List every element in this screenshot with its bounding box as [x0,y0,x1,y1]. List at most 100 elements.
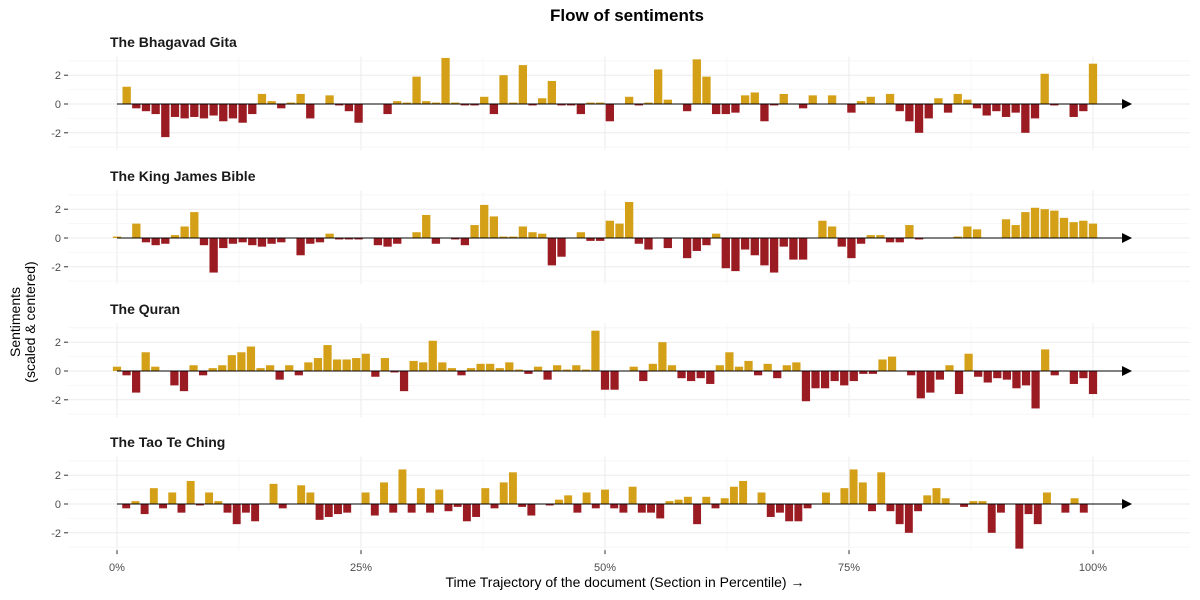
bar [431,238,441,244]
bar [1050,104,1059,106]
bar [600,371,610,390]
bar [644,102,653,104]
bar [267,238,276,244]
bar [586,238,595,241]
bar [306,104,315,119]
bar [315,238,325,243]
bar [256,368,265,371]
bar [180,226,189,238]
bar [706,371,715,384]
bar [847,104,856,113]
bar [996,504,1005,513]
bar [801,371,811,402]
y-axis-label-line-2: (scaled & centered) [22,261,38,382]
bar [818,220,827,238]
bar [219,238,228,249]
bar [480,204,489,238]
bar [615,223,624,238]
bar [586,102,595,104]
bar [924,104,933,119]
bar [447,368,457,371]
bar [1021,104,1030,133]
bar [887,356,897,371]
bar [553,365,562,371]
bar [495,368,504,371]
bar [978,501,987,504]
bar [972,104,982,109]
bar [1021,371,1031,386]
bar [634,104,643,106]
bar [161,104,170,138]
bar [407,504,416,513]
bar [969,501,978,504]
bar [190,212,199,238]
bar [573,504,582,513]
bar [721,238,730,269]
bar [907,371,916,376]
bar [267,101,276,104]
bar [582,492,591,504]
bar [508,472,517,504]
bar [711,104,721,115]
bar [760,238,769,266]
bar [412,232,421,238]
bar [304,362,313,371]
bar [711,504,720,509]
bar [725,352,734,371]
bar [769,104,779,106]
bar [576,104,585,115]
bar [390,371,399,373]
bar [628,486,637,504]
bar [499,236,508,238]
bar [692,59,701,104]
bar [248,238,257,246]
bar [168,492,177,504]
bar [248,104,257,115]
y-tick-label: 2 [55,337,61,349]
bar [238,104,247,123]
bar [683,496,692,504]
bar [195,504,204,506]
bar [876,235,885,238]
bar [658,342,667,371]
bar [886,504,895,512]
bar [528,232,537,238]
bar [827,226,837,238]
bar [596,102,605,104]
bar [218,365,227,371]
bar [518,226,528,238]
bar [1079,504,1088,513]
bar [601,489,609,504]
bar [750,92,759,104]
bar [186,480,195,504]
bar [885,238,895,243]
bar [581,369,590,371]
bar [596,238,605,241]
bar [837,238,846,247]
bar [538,233,547,238]
bar [960,504,969,507]
bar [914,104,924,133]
bar [820,371,830,389]
bar [763,363,772,371]
bar [677,371,686,379]
bar [399,371,409,392]
chart-title: Flow of sentiments [550,6,704,25]
bar [1061,504,1070,513]
bar [416,488,425,504]
bar [1030,207,1040,238]
panel-the-quran: 2 0 -2 The Quran [51,301,1190,418]
bar [877,472,886,504]
bar [527,504,536,516]
bar [1001,104,1011,117]
bar [486,363,495,371]
bar [720,498,729,504]
bar [769,238,779,273]
bar [1059,217,1069,238]
bar [667,365,677,371]
bar [246,346,256,371]
bar [269,483,278,504]
bar [325,233,334,238]
bar [237,352,246,371]
bar [1015,504,1024,549]
